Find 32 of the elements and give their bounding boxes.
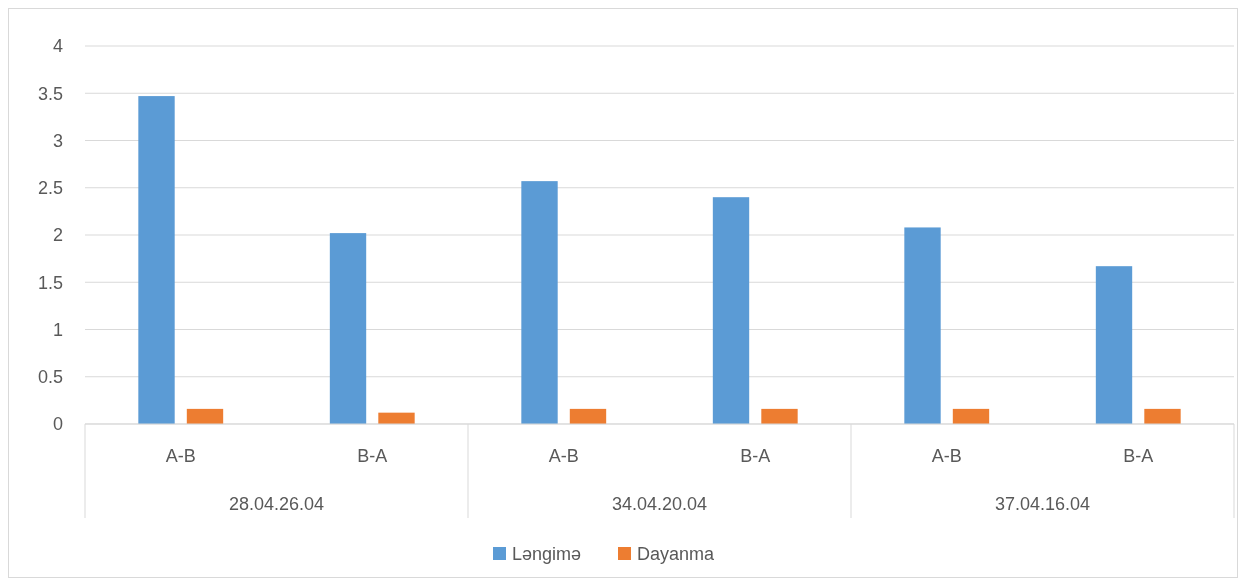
legend-label: Ləngimə <box>512 544 582 565</box>
x-tick-label: B-A <box>1123 446 1154 466</box>
bar <box>138 96 175 424</box>
x-tick-label: A-B <box>165 446 196 466</box>
text: 37.04.16.04 <box>994 494 1091 514</box>
y-tick-label: 0.5 <box>37 367 63 388</box>
bar <box>521 181 558 424</box>
text: 28.04.26.04 <box>228 494 325 514</box>
bar <box>329 233 367 424</box>
x-tick-label: B-A <box>740 446 771 466</box>
bar <box>1144 408 1181 424</box>
bar <box>378 412 415 424</box>
y-tick-label: 0 <box>52 414 63 435</box>
x-tick-label: A-B <box>548 446 579 466</box>
y-tick-label: 3.5 <box>37 83 63 104</box>
bar <box>186 408 224 424</box>
bar <box>952 408 990 424</box>
y-tick-label: 2 <box>52 225 63 246</box>
y-tick-label: 2.5 <box>37 178 63 199</box>
y-tick-label: 1.5 <box>37 272 63 293</box>
y-tick-label: 1 <box>52 319 63 340</box>
bar <box>904 227 941 424</box>
x-tick-label: B-A <box>357 446 388 466</box>
text: 34.04.20.04 <box>611 494 708 514</box>
y-tick-label: 3 <box>52 130 63 151</box>
bar <box>1095 266 1133 424</box>
bar <box>712 197 750 424</box>
x-tick-label: A-B <box>931 446 962 466</box>
bar <box>761 408 798 424</box>
y-tick-label: 4 <box>52 36 63 57</box>
bar <box>569 408 607 424</box>
legend-label: Dayanma <box>637 544 716 565</box>
